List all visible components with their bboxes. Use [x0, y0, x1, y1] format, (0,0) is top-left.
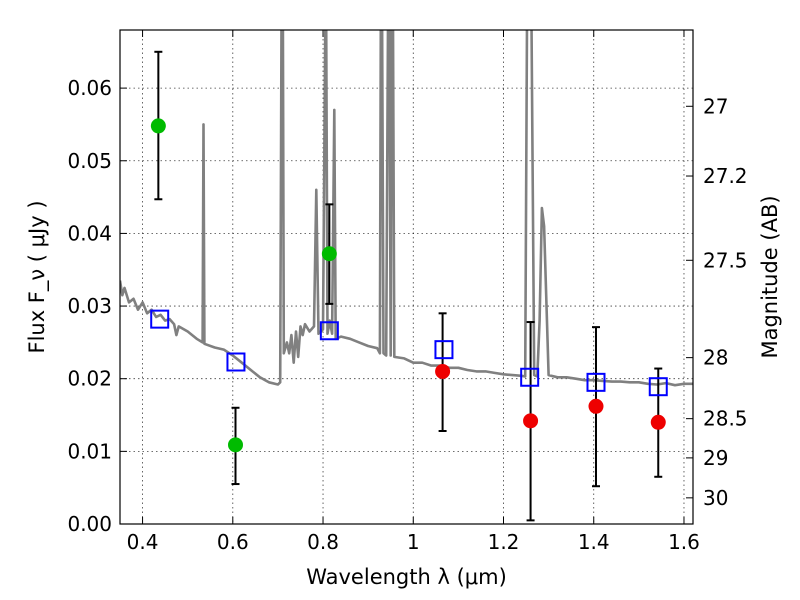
y-axis-label: Flux F_ν ( μJy )	[25, 200, 50, 353]
model-square	[586, 372, 606, 392]
x-tick-label: 1.6	[668, 530, 700, 554]
grid-lines	[120, 30, 693, 524]
data-point	[435, 363, 451, 379]
x-tick-label: 0.8	[307, 530, 339, 554]
x-axis-title: Wavelength λ (μm)	[306, 565, 507, 589]
right-axis-label: Magnitude (AB)	[758, 195, 782, 358]
x-axis-label: Wavelength λ (μm)	[306, 565, 507, 589]
y-tick-label: 0.06	[67, 76, 112, 100]
right-tick-label: 27.2	[703, 164, 748, 188]
right-tick-label: 30	[703, 486, 728, 510]
right-tick-label: 27.5	[703, 248, 748, 272]
x-tick-label: 1.2	[488, 530, 520, 554]
model-square	[150, 309, 170, 329]
right-tick-label: 29	[703, 446, 728, 470]
y-tick-label: 0.04	[67, 221, 112, 245]
right-axis-title: Magnitude (AB)	[758, 195, 782, 358]
right-tick-label: 28.5	[703, 407, 748, 431]
y-tick-label: 0.02	[67, 367, 112, 391]
right-tick-label: 28	[703, 346, 728, 370]
model-square	[319, 321, 339, 341]
model-square	[434, 340, 454, 360]
model-square	[226, 352, 246, 372]
plot-frame	[119, 29, 694, 525]
x-tick-label: 1	[407, 530, 420, 554]
sed-model-line	[120, 30, 693, 387]
axis-ticks: 0.4 0.6 0.8 1 1.2 1.4 1.6 0.00 0.01 0.02 0.03 0.04 0…	[67, 30, 748, 554]
y-axis-title: Flux F_ν ( μJy )	[25, 200, 50, 353]
x-tick-label: 0.6	[217, 530, 249, 554]
right-tick-label: 27	[703, 94, 728, 118]
model-square	[520, 367, 540, 387]
model-square	[648, 377, 668, 397]
y-tick-label: 0.03	[67, 294, 112, 318]
x-tick-label: 1.4	[578, 530, 610, 554]
y-tick-label: 0.05	[67, 149, 112, 173]
data-point	[650, 414, 666, 430]
data-point	[150, 118, 166, 134]
data-point	[228, 437, 244, 453]
x-tick-label: 0.4	[127, 530, 159, 554]
data-point	[523, 413, 539, 429]
data-point	[321, 246, 337, 262]
data-point	[588, 398, 604, 414]
y-tick-label: 0.01	[67, 439, 112, 463]
y-tick-label: 0.00	[67, 512, 112, 536]
data-markers	[150, 118, 668, 453]
sed-model-path	[120, 30, 693, 387]
